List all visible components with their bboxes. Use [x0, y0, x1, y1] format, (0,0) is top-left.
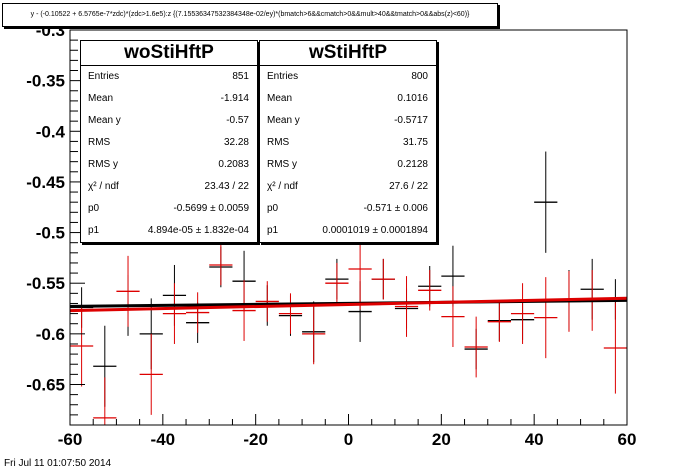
- timestamp-footer: Fri Jul 11 01:07:50 2014: [4, 458, 112, 469]
- stats-row-rms-y: RMS y 0.2128: [267, 159, 428, 170]
- stats-box-title: woStiHftP: [81, 41, 257, 66]
- stats-row-p1: p1 0.0001019 ± 0.0001894: [267, 225, 428, 236]
- stats-row-p0: p0 -0.571 ± 0.006: [267, 203, 428, 214]
- stats-box-wStiHftP: wStiHftP Entries 800 Mean 0.1016 Mean y -0.…: [259, 40, 437, 243]
- y-tick-label: -0.5: [36, 224, 65, 243]
- y-tick-label: -0.65: [26, 375, 65, 394]
- stats-row-p0: p0 -0.5699 ± 0.0059: [88, 203, 249, 214]
- y-tick-label: -0.55: [26, 274, 65, 293]
- x-tick-label: 40: [525, 430, 544, 449]
- stats-row-mean: Mean 0.1016: [267, 93, 428, 104]
- fit-lines-layer: [69, 296, 628, 313]
- y-tick-label: -0.45: [26, 173, 65, 192]
- series-wStiHftP: [70, 228, 627, 425]
- y-tick-label: -0.4: [36, 122, 66, 141]
- stats-row-rms: RMS 32.28: [88, 137, 249, 148]
- stats-row-mean-y: Mean y -0.5717: [267, 115, 428, 126]
- stats-row-rms-y: RMS y 0.2083: [88, 159, 249, 170]
- stats-row-entries: Entries 800: [267, 71, 428, 82]
- x-tick-label: -40: [151, 430, 176, 449]
- plot-title: y - (-0.10522 + 6.5765e-7*zdc)*(zdc>1.6e…: [2, 3, 498, 27]
- y-tick-label: -0.35: [26, 72, 65, 91]
- x-tick-label: 60: [618, 430, 637, 449]
- data-points-layer: [70, 151, 627, 425]
- x-tick-label: 0: [344, 430, 353, 449]
- axes-layer: -60 -40 -20 0 20 40 60 -0.65 -0.6 -0.55 -0.5 -0.45 -…: [26, 21, 636, 449]
- stats-row-mean-y: Mean y -0.57: [88, 115, 249, 126]
- stats-row-mean: Mean -1.914: [88, 93, 249, 104]
- stats-row-p1: p1 4.894e-05 ± 1.832e-04: [88, 225, 249, 236]
- fit-line-wStiHftP: [69, 296, 628, 313]
- stats-row-entries: Entries 851: [88, 71, 249, 82]
- stats-row-rms: RMS 31.75: [267, 137, 428, 148]
- stats-row-chi2: χ² / ndf 23.43 / 22: [88, 181, 249, 192]
- x-tick-label: 20: [432, 430, 451, 449]
- x-tick-label: -20: [243, 430, 268, 449]
- x-tick-label: -60: [58, 430, 83, 449]
- y-tick-label: -0.6: [36, 325, 65, 344]
- stats-box-woStiHftP: woStiHftP Entries 851 Mean -1.914 Mean y -0…: [80, 40, 258, 243]
- stats-row-chi2: χ² / ndf 27.6 / 22: [267, 181, 428, 192]
- stats-box-title: wStiHftP: [260, 41, 436, 66]
